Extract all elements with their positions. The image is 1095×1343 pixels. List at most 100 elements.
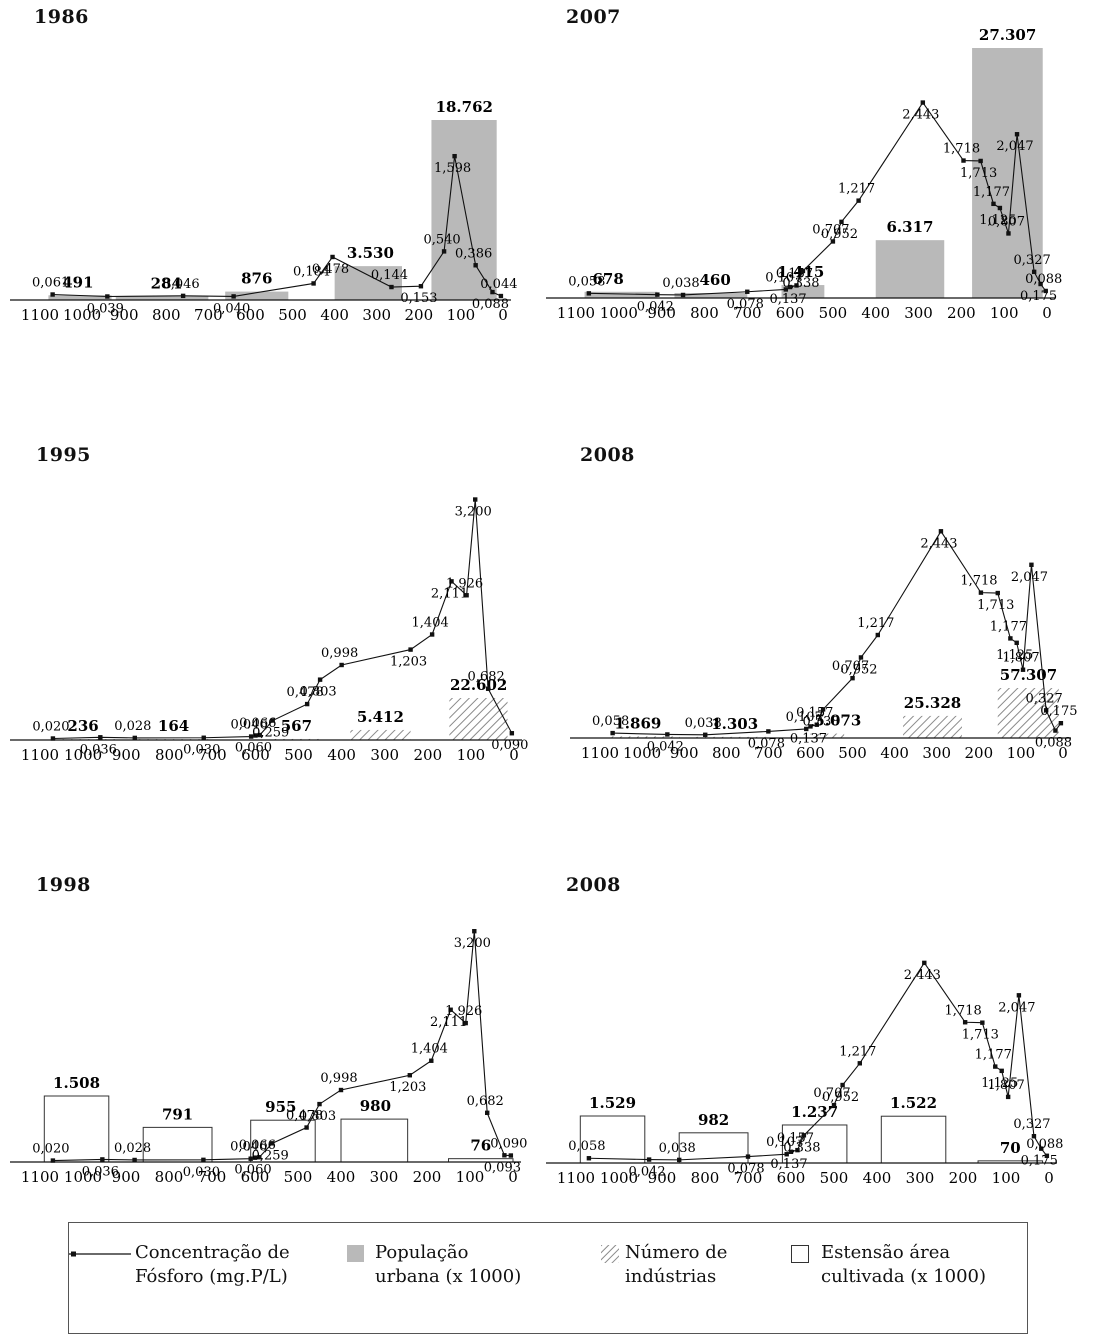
point-label: 0,020: [32, 1142, 69, 1157]
point-label: 0,338: [783, 1140, 820, 1155]
bar: [880, 1115, 947, 1164]
line-point: [995, 590, 1000, 596]
bar: [225, 291, 289, 300]
point-label: 0,327: [1014, 253, 1051, 268]
point-label: 0,030: [183, 743, 220, 758]
bar-value-label: 1.237: [791, 1103, 838, 1121]
point-label: 1,926: [445, 1004, 482, 1019]
line-point: [50, 292, 55, 297]
chart-panel-2008-cultivated: 2008 1.529 982 1.237 1.522 70 1100 1000 900 800 7…: [530, 840, 1070, 1200]
line-point: [962, 1020, 968, 1025]
point-label: 0,088: [472, 297, 509, 312]
x-tick-label: 700: [198, 746, 227, 764]
line-point: [586, 291, 592, 296]
x-tick-label: 0: [1058, 744, 1068, 762]
chart-panel-2007: 2007 6784601.4156.31727.3071100100090080…: [530, 0, 1070, 360]
line-point: [317, 677, 323, 682]
point-label: 0,107: [766, 1135, 803, 1150]
point-label: 0,107: [786, 710, 823, 725]
point-label: 0,259: [252, 726, 289, 741]
point-label: 0,259: [252, 1148, 289, 1163]
line-point: [646, 1157, 652, 1162]
point-label: 2,047: [996, 139, 1033, 154]
x-tick-label: 500: [838, 744, 867, 762]
line-point: [1029, 562, 1034, 567]
point-label: 1,217: [838, 182, 875, 197]
line-marker-icon: [69, 1251, 131, 1257]
bar-value-label: 6.317: [886, 218, 933, 236]
line-point: [1038, 281, 1043, 287]
bar: [997, 688, 1059, 738]
x-tick-label: 800: [712, 744, 741, 762]
line-point: [452, 153, 457, 159]
line-point: [463, 1020, 468, 1026]
x-tick-label: 600: [241, 1168, 270, 1186]
line-point: [1006, 231, 1011, 236]
x-tick-label: 700: [194, 306, 223, 324]
line-point: [1014, 640, 1019, 646]
x-tick-label: 400: [327, 746, 356, 764]
point-label: 0,044: [480, 277, 517, 292]
line-point: [820, 707, 826, 712]
point-label: 0,066: [239, 716, 276, 731]
line-point: [201, 1157, 206, 1163]
point-label: 1,125: [981, 1076, 1018, 1091]
point-label: 1,177: [973, 185, 1010, 200]
line-point: [231, 294, 236, 299]
line-point: [50, 736, 56, 741]
bar-value-label: 1.869: [614, 714, 661, 732]
bar-value-label: 70: [1000, 1139, 1021, 1157]
bar-value-label: 791: [162, 1105, 193, 1123]
bar: [903, 715, 962, 738]
point-label: 1,718: [943, 142, 980, 157]
x-tick-label: 1100: [557, 304, 595, 322]
line-point: [830, 239, 836, 244]
line-point: [858, 655, 864, 660]
x-tick-label: 200: [413, 1168, 442, 1186]
panel-title: 1986: [34, 6, 89, 28]
point-label: 0,046: [231, 718, 268, 733]
line-point: [490, 289, 495, 295]
line-point: [1039, 1146, 1044, 1151]
point-label: 0,036: [80, 742, 117, 757]
phosphorus-line: [52, 499, 513, 740]
point-label: 2,047: [1011, 570, 1048, 585]
line-point: [418, 284, 424, 289]
line-point: [938, 529, 944, 534]
line-point: [304, 1125, 309, 1130]
bar: [674, 293, 748, 298]
x-tick-label: 400: [880, 744, 909, 762]
line-point: [586, 1156, 592, 1161]
line-point: [311, 281, 316, 286]
point-label: 0,030: [183, 1165, 220, 1180]
bar-value-label: 491: [62, 273, 93, 291]
x-tick-label: 500: [278, 306, 307, 324]
line-point: [961, 158, 966, 163]
x-tick-label: 1000: [600, 1169, 638, 1187]
point-label: 0,175: [1040, 704, 1077, 719]
line-point: [794, 283, 799, 288]
legend-label: Concentração de Fósforo (mg.P/L): [135, 1242, 290, 1287]
x-tick-label: 200: [964, 744, 993, 762]
line-point: [993, 1064, 998, 1069]
x-tick-label: 600: [776, 304, 805, 322]
point-label: 0,137: [790, 731, 827, 746]
x-tick-label: 1000: [600, 304, 638, 322]
line-point: [485, 1110, 490, 1116]
line-point: [787, 284, 793, 290]
bar: [810, 733, 845, 738]
line-point: [498, 293, 504, 299]
line-point: [1058, 720, 1064, 726]
point-label: 0,998: [321, 646, 358, 661]
point-label: 0,088: [1026, 1137, 1063, 1152]
x-tick-label: 400: [863, 1169, 892, 1187]
x-tick-label: 100: [1007, 744, 1036, 762]
bar-value-label: 1.303: [711, 715, 758, 733]
bar-value-label: 3.530: [347, 244, 394, 262]
point-label: 0,038: [662, 276, 699, 291]
point-label: 0,707: [832, 659, 869, 674]
line-point: [1016, 993, 1022, 998]
line-point: [1005, 1094, 1011, 1100]
line-point: [795, 1147, 800, 1153]
